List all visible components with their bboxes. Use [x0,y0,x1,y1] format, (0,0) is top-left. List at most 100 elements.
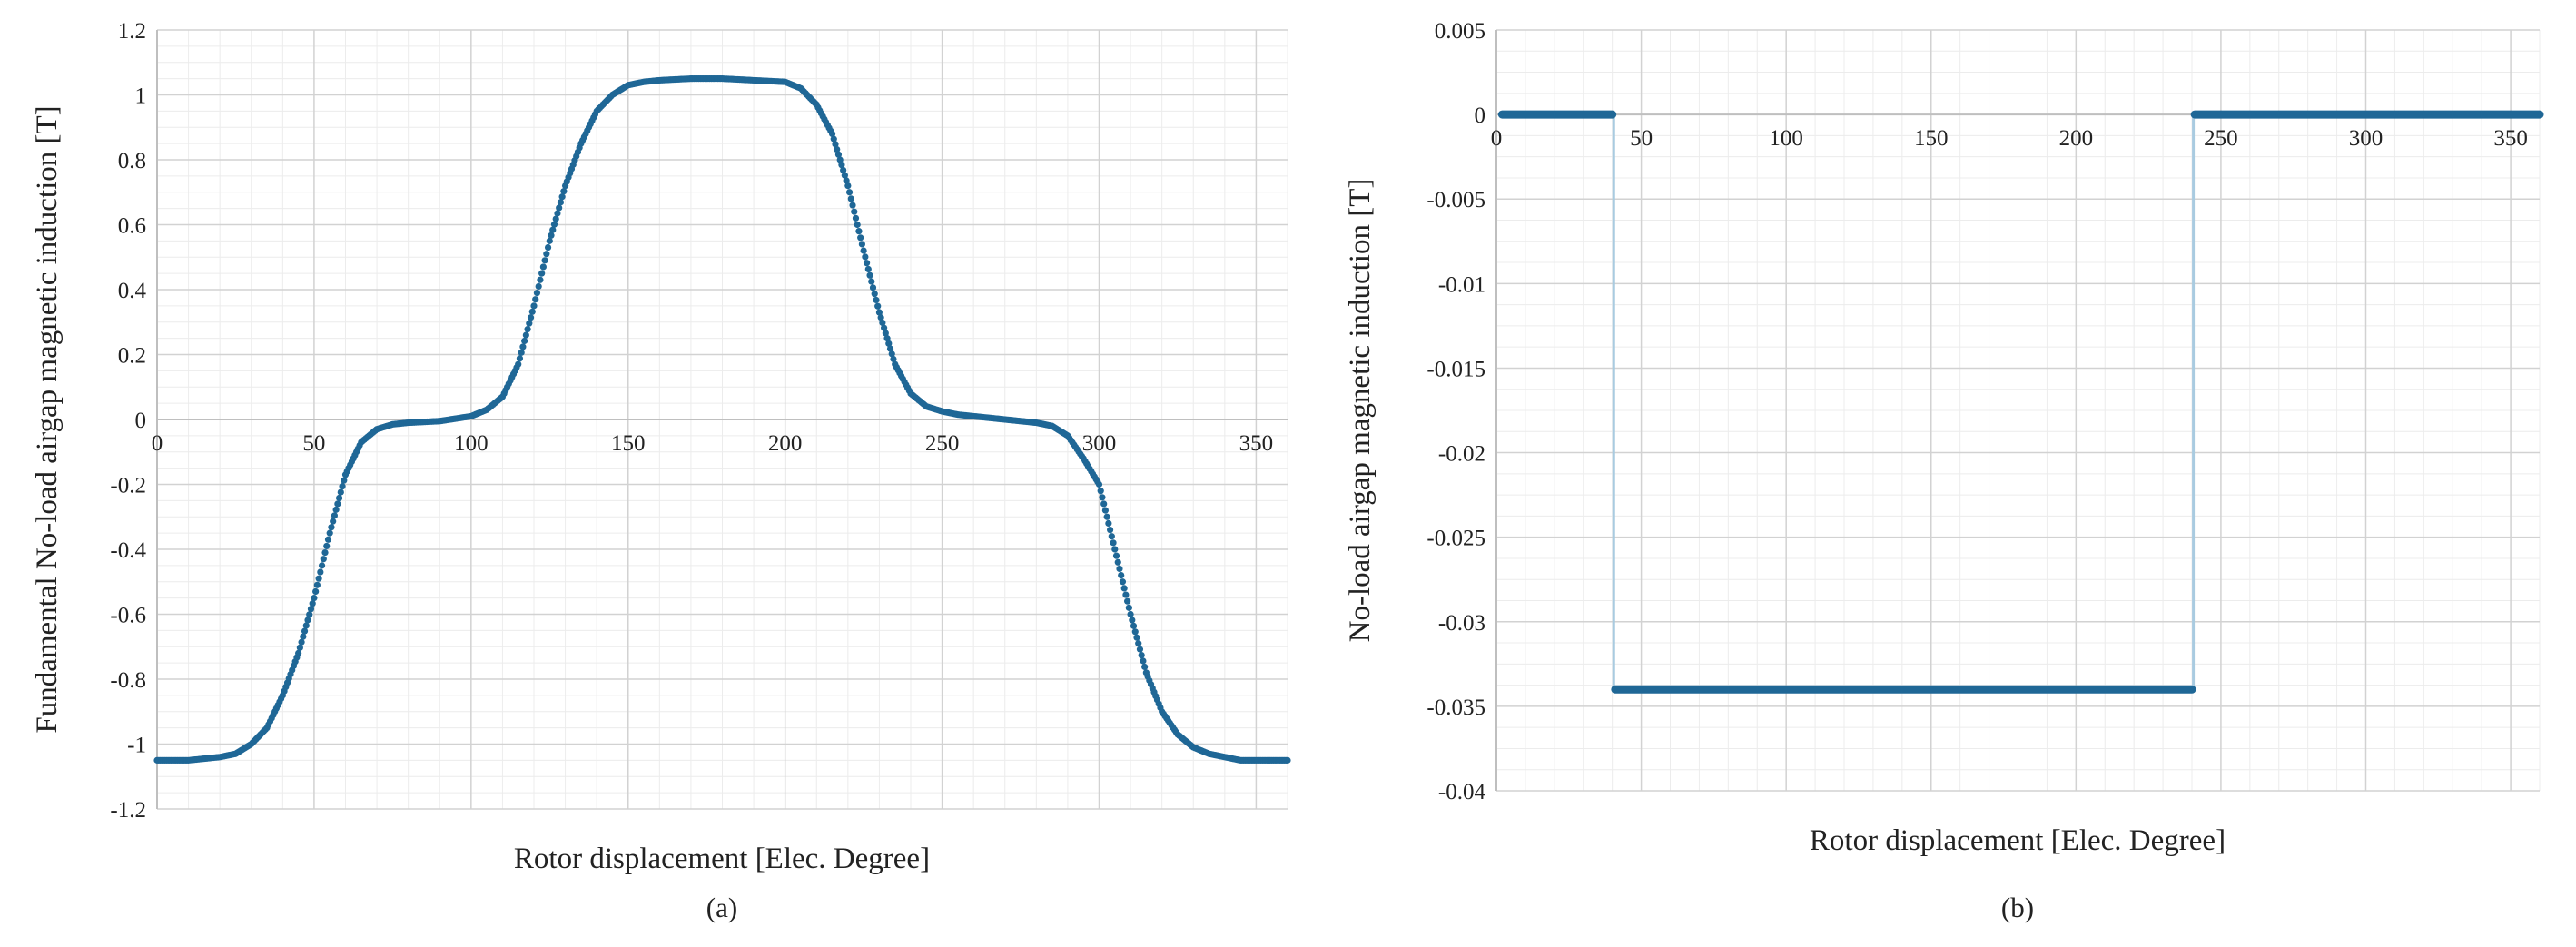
data-point [320,556,327,563]
data-point [857,234,864,242]
y-tick-label: -0.015 [1426,357,1485,381]
data-point [1135,640,1142,647]
data-point [1284,756,1291,764]
data-point [332,506,340,513]
data-point [560,188,568,195]
y-tick-label: -0.005 [1426,188,1485,212]
data-point [339,483,346,490]
data-point [533,289,541,297]
data-point [302,622,310,629]
data-point [312,587,320,596]
y-tick-label: 0.4 [118,279,147,303]
data-point [296,644,303,651]
y-tick-label: -0.4 [110,538,146,563]
data-point [855,228,863,235]
data-point [1141,663,1149,671]
data-point [516,355,524,362]
data-point [1105,519,1112,528]
data-point [295,649,302,657]
data-point [882,330,889,337]
data-point [557,199,564,206]
data-point [315,575,322,582]
y-axis-title: No-load airgap magnetic induction [T] [1344,179,1377,643]
data-point [863,260,871,267]
data-point [518,349,525,356]
x-axis-title: Rotor displacement [Elec. Degree] [514,843,930,875]
data-point [828,130,836,137]
y-tick-label: -0.2 [110,474,146,498]
data-point [869,284,877,291]
data-point [830,135,837,143]
data-point [341,477,348,484]
data-point [873,296,880,304]
data-point [331,512,338,519]
x-tick-label: 300 [2349,126,2384,151]
data-point [877,314,884,321]
y-tick-label: 0.2 [118,344,146,369]
y-tick-label: 0.005 [1435,19,1485,44]
data-point [868,278,875,285]
y-tick-label: 0.8 [118,149,146,173]
y-tick-label: -0.025 [1426,527,1485,551]
y-tick-label: -0.6 [110,604,146,628]
data-point [1110,539,1117,547]
minor-gridlines [1495,29,2541,792]
data-point [306,611,313,618]
data-point [300,633,307,640]
data-point [1119,578,1127,586]
data-point [335,494,343,502]
data-series [1497,110,2544,694]
data-point [843,177,850,184]
data-point [522,331,529,339]
data-point [883,335,891,342]
y-tick-label: -0.035 [1426,695,1485,720]
major-gridlines [1495,29,2540,792]
x-tick-label: 250 [2204,126,2238,151]
data-point [309,600,316,607]
data-point [521,337,528,345]
data-point [321,548,329,557]
data-point [538,270,546,277]
data-point [851,208,858,215]
x-tick-label: 100 [1769,126,1803,151]
y-tick-label: -0.02 [1438,442,1485,467]
data-point [298,638,305,646]
x-tick-label: 300 [1082,431,1117,456]
data-point [885,340,893,347]
data-point [1107,526,1114,534]
data-point [324,536,332,543]
data-point [519,343,527,350]
x-tick-label: 200 [768,431,803,456]
data-point [1111,546,1119,553]
y-tick-label: 1 [135,84,147,109]
data-point [330,518,337,525]
data-point [1108,533,1115,540]
data-point [844,182,852,190]
data-point [1124,597,1131,605]
data-point [337,488,344,496]
y-tick-label: -0.01 [1438,272,1485,297]
data-point [1122,591,1130,598]
panel-label: (b) [2001,892,2034,923]
data-point [890,355,897,363]
data-point [888,350,895,358]
data-series [153,75,1291,764]
data-point [1103,513,1110,520]
data-point [852,214,860,222]
data-point [544,243,552,252]
data-point [554,210,561,217]
data-point [1125,604,1132,611]
panel-label: (a) [706,892,737,923]
data-point [875,309,883,316]
data-point [548,232,555,239]
y-tick-label: -0.03 [1438,611,1485,636]
y-tick-label: 0.6 [118,214,146,239]
x-tick-label: 0 [1491,126,1503,151]
data-point [1140,657,1147,665]
data-point [1133,634,1140,641]
data-point [1097,488,1104,495]
data-point [304,617,311,624]
y-axis-title: Fundamental No-load airgap magnetic indu… [31,105,64,733]
data-point [301,627,309,635]
